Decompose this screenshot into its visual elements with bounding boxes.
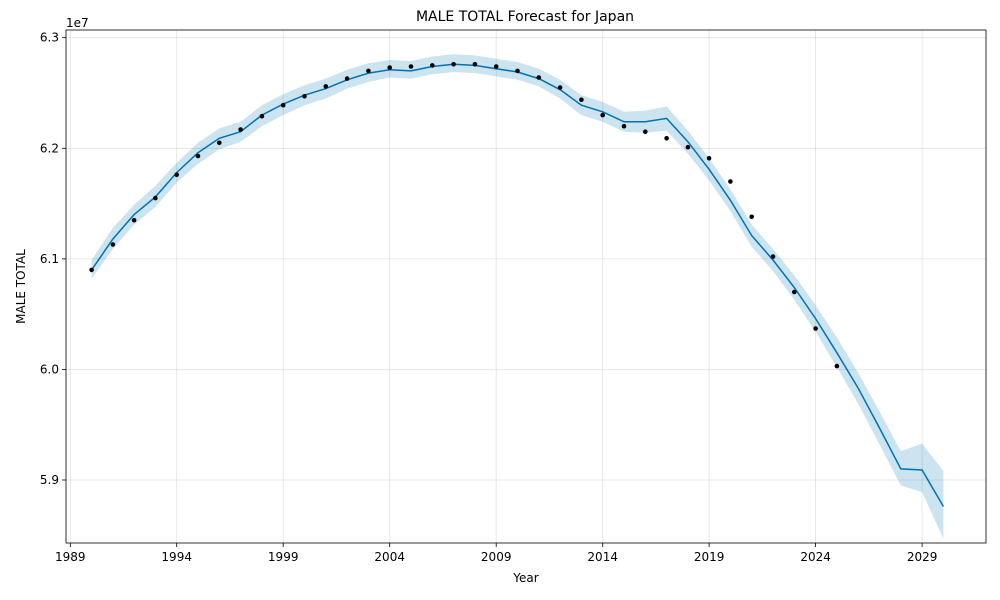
actual-point <box>770 254 776 259</box>
actual-point <box>749 214 754 220</box>
x-tick-label: 1989 <box>55 550 86 564</box>
actual-point <box>238 127 243 132</box>
actual-point <box>664 136 669 141</box>
x-axis-title: Year <box>512 571 538 585</box>
plot-frame <box>65 29 987 544</box>
actual-point <box>408 64 414 69</box>
actual-point <box>621 123 627 129</box>
actual-point <box>174 172 179 178</box>
actual-point <box>344 76 350 81</box>
y-tick-label: 6.2 <box>40 141 59 155</box>
actual-point <box>515 68 520 74</box>
x-tick-label: 2029 <box>907 550 938 564</box>
x-tick-label: 2004 <box>374 550 405 564</box>
y-tick-label: 6.3 <box>40 31 59 45</box>
x-tick-label: 1994 <box>161 550 192 564</box>
actual-point <box>834 363 840 369</box>
actual-point <box>430 63 435 68</box>
actual-point <box>89 267 94 273</box>
actual-point <box>536 75 542 80</box>
y-axis: 5.9 6.0 6.1 6.2 6.3 <box>40 31 66 487</box>
actual-point <box>131 217 137 223</box>
chart-title: MALE TOTAL Forecast for Japan <box>416 9 634 25</box>
actual-point <box>110 242 116 247</box>
actual-point <box>472 62 478 67</box>
actual-point <box>387 65 393 70</box>
actual-point <box>493 64 499 69</box>
y-tick-label: 5.9 <box>40 473 59 487</box>
actual-point <box>557 85 563 90</box>
y-axis-title: MALE TOTAL <box>14 249 28 324</box>
actual-point <box>451 62 456 67</box>
actual-point <box>728 179 733 184</box>
actual-point <box>323 84 329 89</box>
actual-point <box>302 94 307 99</box>
actual-point <box>813 326 818 331</box>
actual-point <box>685 144 691 150</box>
actual-point <box>153 195 158 201</box>
x-tick-label: 1999 <box>268 550 299 564</box>
actual-points <box>89 62 840 369</box>
actual-point <box>259 113 265 119</box>
x-axis: 1989 1994 1999 2004 2009 2014 2019 2024 2029 <box>55 543 937 564</box>
actual-point <box>643 129 648 134</box>
x-tick-label: 2014 <box>587 550 618 564</box>
x-tick-label: 2019 <box>694 550 725 564</box>
actual-point <box>792 289 797 295</box>
y-tick-label: 6.1 <box>40 252 59 266</box>
actual-point <box>579 97 584 102</box>
actual-point <box>217 140 222 146</box>
actual-point <box>706 156 712 161</box>
x-tick-label: 2024 <box>800 550 831 564</box>
y-tick-label: 6.0 <box>40 362 59 376</box>
actual-point <box>195 153 201 159</box>
actual-point <box>600 112 605 118</box>
x-tick-label: 2009 <box>481 550 512 564</box>
actual-point <box>366 68 371 74</box>
y-offset-label: 1e7 <box>66 16 89 30</box>
actual-point <box>280 102 286 108</box>
